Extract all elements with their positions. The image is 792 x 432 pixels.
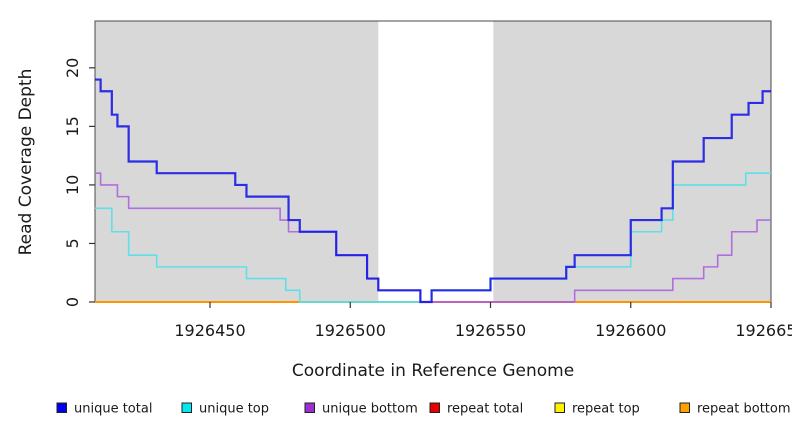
legend-label-repeat-top: repeat top <box>572 402 640 417</box>
legend-item-unique-total: unique total <box>56 402 152 417</box>
legend-label-unique-bottom: unique bottom <box>322 402 418 417</box>
legend-label-repeat-total: repeat total <box>447 402 523 417</box>
legend-item-unique-top: unique top <box>181 402 269 417</box>
legend-swatch-repeat-bottom <box>679 402 690 413</box>
x-tick-label: 1926500 <box>315 321 386 340</box>
x-tick-label: 1926600 <box>595 321 666 340</box>
chart-legend: unique total unique top unique bottom repea… <box>56 402 791 417</box>
legend-item-unique-bottom: unique bottom <box>304 402 418 417</box>
legend-swatch-unique-top <box>181 402 192 413</box>
y-tick-label: 15 <box>63 116 82 136</box>
series-unique-total-line <box>95 78 771 304</box>
y-tick-label: 20 <box>63 58 82 78</box>
y-tick-label: 5 <box>63 238 82 248</box>
legend-label-unique-top: unique top <box>199 402 269 417</box>
x-axis-title: Coordinate in Reference Genome <box>292 361 574 381</box>
legend-item-repeat-bottom: repeat bottom <box>679 402 791 417</box>
legend-swatch-unique-bottom <box>304 402 315 413</box>
legend-swatch-repeat-total <box>429 402 440 413</box>
legend-label-unique-total: unique total <box>74 402 152 417</box>
legend-label-repeat-bottom: repeat bottom <box>697 402 791 417</box>
x-tick-label: 1926550 <box>455 321 526 340</box>
legend-swatch-repeat-top <box>554 402 565 413</box>
legend-item-repeat-top: repeat top <box>554 402 640 417</box>
x-tick-label: 1926450 <box>174 321 245 340</box>
legend-item-repeat-total: repeat total <box>429 402 523 417</box>
legend-swatch-unique-total <box>56 402 67 413</box>
y-axis-title: Read Coverage Depth <box>16 69 36 256</box>
shaded-region-1 <box>493 21 771 302</box>
y-tick-label: 10 <box>63 175 82 195</box>
y-tick-label: 0 <box>63 297 82 307</box>
